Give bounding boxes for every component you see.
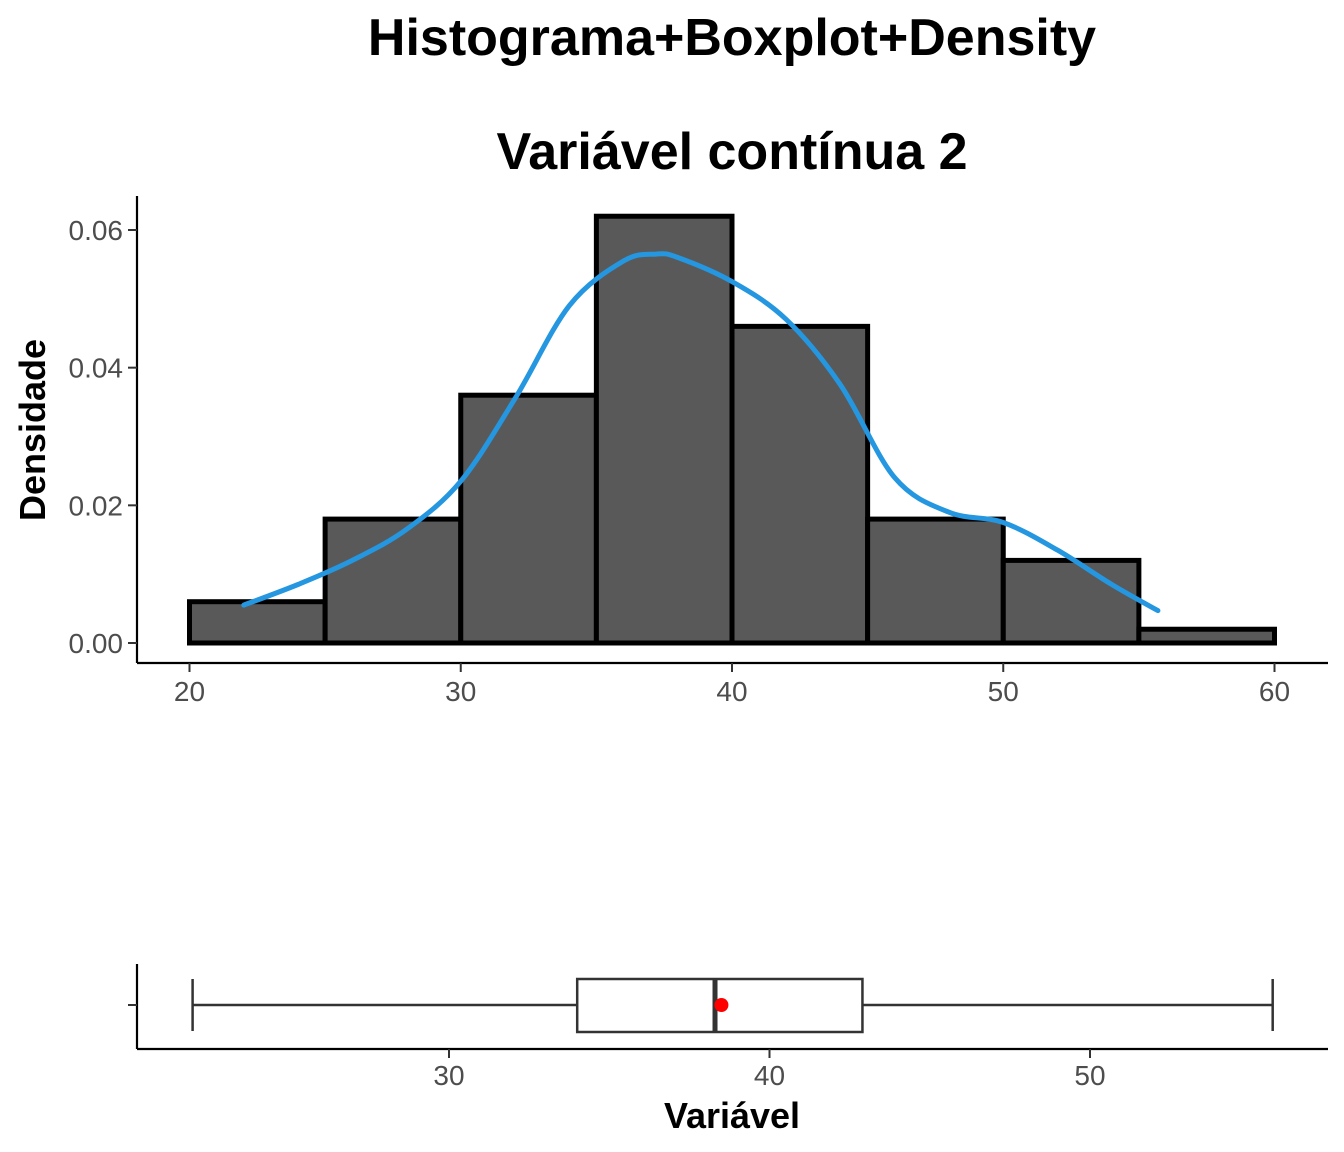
boxplot-panel: 30 40 50 Variável [128,964,1328,1136]
box-x-tick-label: 40 [754,1060,785,1091]
histogram-bar [593,213,735,646]
histogram-bar [865,516,1006,646]
hist-x-tick-label: 40 [716,676,747,707]
hist-y-tick-label: 0.02 [69,490,124,521]
mean-point [714,998,729,1012]
histogram-bar [458,392,599,646]
density-curve [241,251,1161,614]
chart-title: Histograma+Boxplot+Density [367,9,1097,67]
histogram-panel: 0.00 0.02 0.04 0.06 20 30 40 50 60 Densidade [12,196,1328,707]
hist-x-tick-label: 30 [445,676,476,707]
box-x-axis-title: Variável [664,1095,800,1136]
hist-y-tick-label: 0.04 [69,353,124,384]
hist-y-tick-label: 0.00 [69,628,124,659]
histogram-bar [1136,626,1277,646]
hist-x-tick-label: 60 [1259,676,1290,707]
histogram-bar [187,599,328,646]
hist-x-tick-label: 20 [174,676,205,707]
box-x-tick-label: 50 [1074,1060,1105,1091]
hist-y-axis-title: Densidade [12,339,53,521]
hist-y-tick-label: 0.06 [69,215,124,246]
histogram-bar [1000,557,1142,646]
hist-x-tick-label: 50 [988,676,1019,707]
histogram-bar [729,323,871,646]
box-x-tick-label: 30 [433,1060,464,1091]
chart-subtitle: Variável contínua 2 [496,123,968,181]
